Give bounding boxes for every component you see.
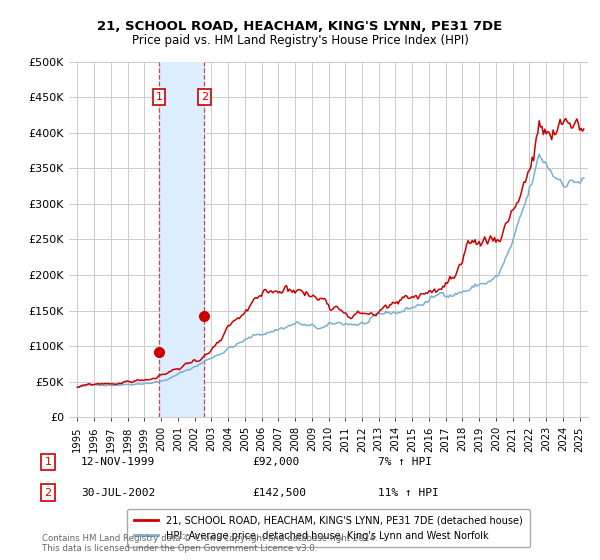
Legend: 21, SCHOOL ROAD, HEACHAM, KING'S LYNN, PE31 7DE (detached house), HPI: Average p: 21, SCHOOL ROAD, HEACHAM, KING'S LYNN, P… [127,509,530,548]
Text: 1: 1 [155,92,163,102]
Text: 11% ↑ HPI: 11% ↑ HPI [378,488,439,498]
Bar [159,62,204,417]
Text: Contains HM Land Registry data © Crown copyright and database right 2024.
This d: Contains HM Land Registry data © Crown c… [42,534,377,553]
Text: 30-JUL-2002: 30-JUL-2002 [81,488,155,498]
Text: Price paid vs. HM Land Registry's House Price Index (HPI): Price paid vs. HM Land Registry's House … [131,34,469,46]
Text: 2: 2 [201,92,208,102]
Text: 12-NOV-1999: 12-NOV-1999 [81,457,155,467]
Text: 7% ↑ HPI: 7% ↑ HPI [378,457,432,467]
Text: 21, SCHOOL ROAD, HEACHAM, KING'S LYNN, PE31 7DE: 21, SCHOOL ROAD, HEACHAM, KING'S LYNN, P… [97,20,503,32]
Text: 1: 1 [44,457,52,467]
Text: £142,500: £142,500 [252,488,306,498]
Text: 2: 2 [44,488,52,498]
Text: £92,000: £92,000 [252,457,299,467]
